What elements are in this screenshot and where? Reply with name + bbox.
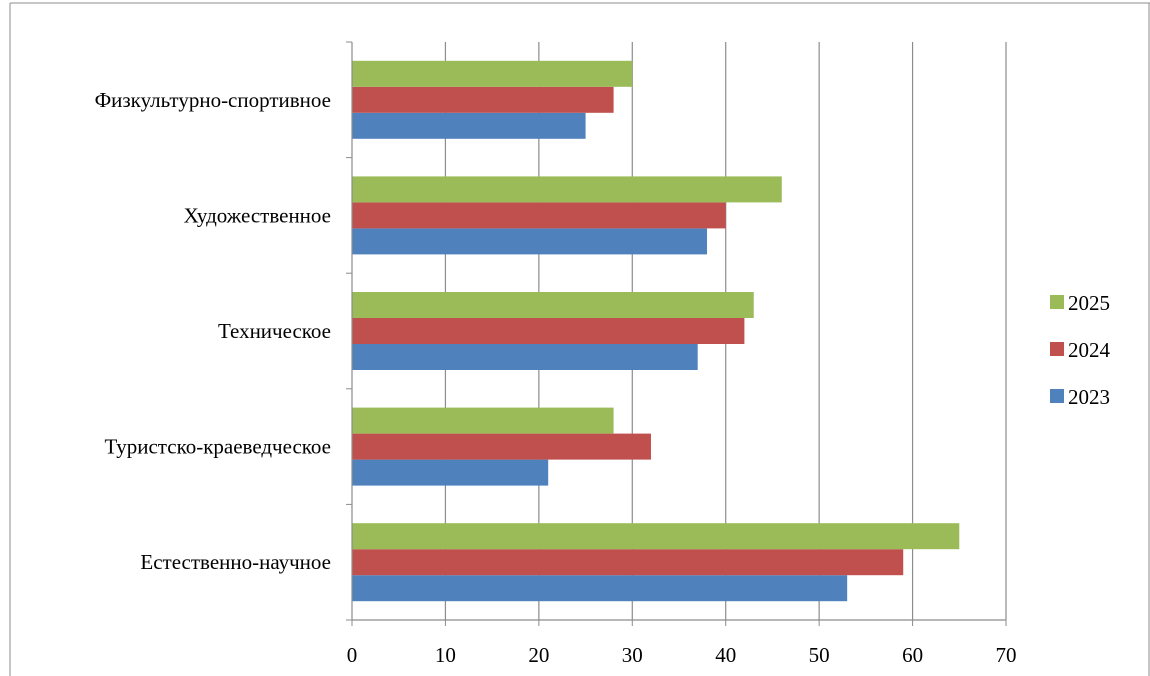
- x-tick-label: 60: [902, 643, 923, 667]
- x-tick-label: 20: [528, 643, 549, 667]
- bar-2023: [352, 344, 698, 370]
- category-label: Туристско-краеведческое: [104, 435, 331, 459]
- bar-2025: [352, 292, 754, 318]
- bar-2023: [352, 112, 586, 139]
- legend: 2025 2024 2023: [1050, 291, 1111, 409]
- bar-2025: [352, 176, 782, 203]
- bar-2024: [352, 433, 651, 460]
- bar-2024: [352, 86, 614, 113]
- x-tick-label: 50: [809, 643, 830, 667]
- x-tick-label: 0: [347, 643, 358, 667]
- x-tick-label: 40: [715, 643, 736, 667]
- legend-label: 2025: [1068, 291, 1110, 315]
- bar-2023: [352, 575, 848, 602]
- category-label: Художественное: [184, 203, 331, 227]
- legend-label: 2024: [1068, 338, 1111, 362]
- bar-2024: [352, 202, 726, 229]
- legend-swatch: [1050, 389, 1064, 403]
- axes: 0 10 20 30 40 50 60 70 Естественно-научное Турист…: [95, 41, 1017, 667]
- bar-2024: [352, 549, 904, 576]
- category-label: Естественно-научное: [140, 550, 331, 574]
- x-tick-label: 30: [622, 643, 643, 667]
- x-tick-label: 10: [435, 643, 456, 667]
- category-label: Техническое: [218, 319, 331, 343]
- legend-swatch: [1050, 295, 1064, 309]
- bar-2025: [352, 523, 960, 550]
- bar-2025: [352, 407, 614, 434]
- bars: [352, 60, 960, 602]
- bar-2023: [352, 459, 549, 486]
- category-label: Физкультурно-спортивное: [95, 88, 331, 112]
- bar-2023: [352, 228, 708, 255]
- legend-label: 2023: [1068, 385, 1110, 409]
- x-tick-label: 70: [996, 643, 1017, 667]
- bar-2025: [352, 60, 633, 87]
- legend-swatch: [1050, 342, 1064, 356]
- bar-2024: [352, 318, 745, 344]
